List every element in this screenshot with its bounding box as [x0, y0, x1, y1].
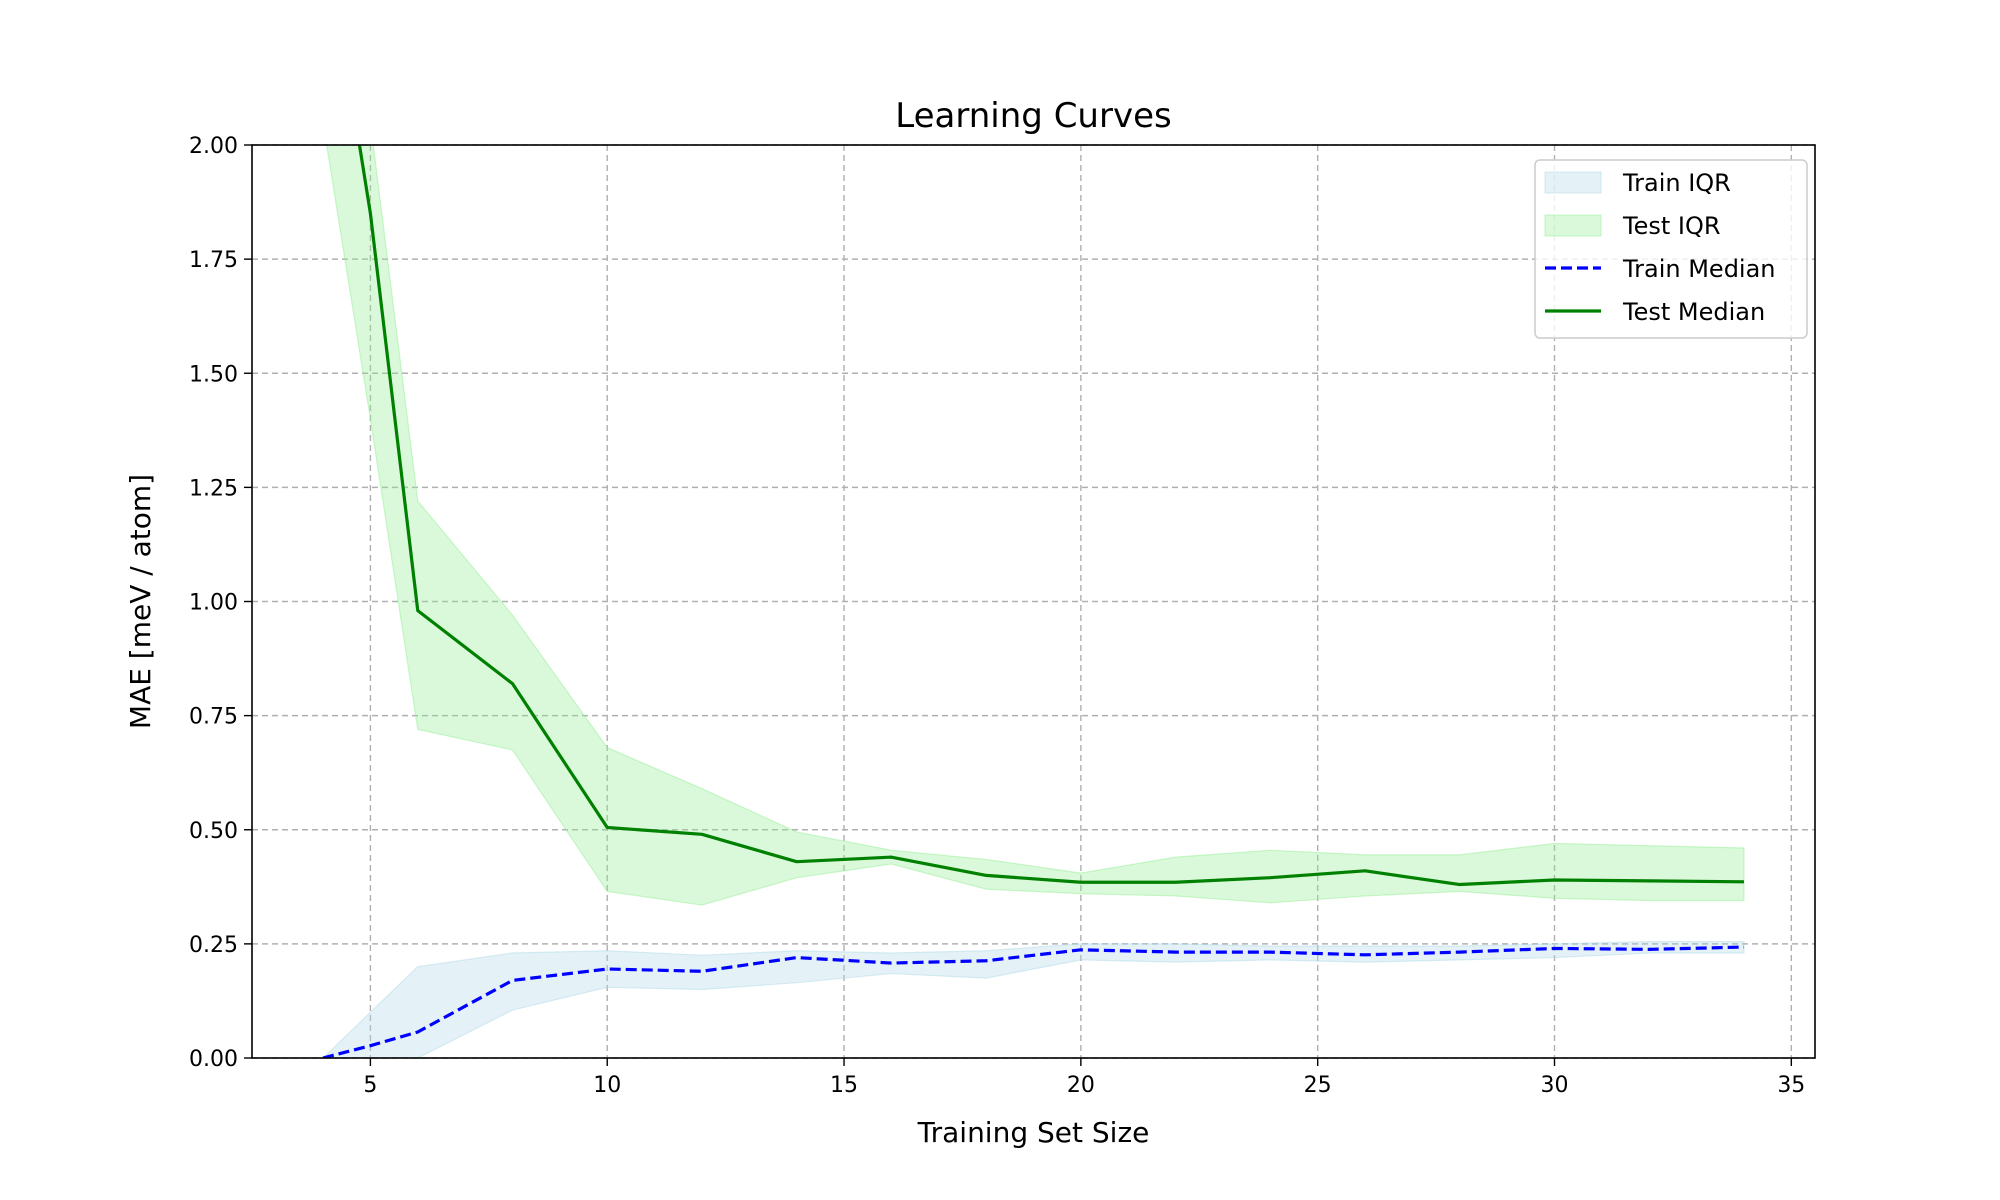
legend-label: Train Median: [1622, 255, 1776, 283]
y-tick-label: 0.00: [189, 1047, 238, 1072]
y-tick-label: 1.00: [189, 591, 238, 616]
x-axis-title: Training Set Size: [917, 1116, 1150, 1149]
x-axis-ticks: 5 10 15 20 25 30 35: [363, 1058, 1805, 1098]
test-median-point: [1458, 883, 1461, 886]
x-tick-label: 5: [363, 1073, 377, 1098]
test-median-point: [1364, 869, 1367, 872]
x-tick-label: 20: [1067, 1073, 1095, 1098]
test-median-point: [1079, 881, 1082, 884]
legend-train-iqr: Train IQR: [1544, 169, 1731, 197]
test-median-point: [700, 833, 703, 836]
train-median-point: [795, 956, 798, 959]
y-axis-title: MAE [meV / atom]: [124, 474, 157, 729]
train-median-point: [985, 959, 988, 962]
train-median-line: [322, 945, 1744, 1058]
train-median-point: [1079, 948, 1082, 951]
test-iqr-band: [326, 145, 1745, 906]
x-tick-label: 25: [1304, 1073, 1332, 1098]
train-median-point: [1364, 953, 1367, 956]
train-median-point: [1174, 951, 1177, 954]
x-tick-label: 35: [1777, 1073, 1805, 1098]
test-median-point: [1269, 876, 1272, 879]
train-median-point: [1648, 948, 1651, 951]
median-lines: [322, 145, 1745, 1058]
test-median-line: [357, 145, 1744, 887]
x-tick-label: 10: [593, 1073, 621, 1098]
train-median-point: [1269, 951, 1272, 954]
train-median-point: [700, 970, 703, 973]
y-axis-ticks: 0.00 0.25 0.50 0.75 1.00 1.25 1.50 1.75 2.00: [189, 134, 252, 1072]
legend: Train IQR Test IQR Train Median Test Median: [1534, 159, 1808, 339]
y-tick-label: 2.00: [189, 134, 238, 159]
test-median-point: [606, 826, 609, 829]
test-median-point: [1553, 878, 1556, 881]
train-median-point: [1742, 946, 1745, 949]
test-median-point: [1742, 880, 1745, 883]
y-tick-label: 1.50: [189, 362, 238, 387]
train-median-point: [1553, 947, 1556, 950]
y-tick-label: 0.50: [189, 819, 238, 844]
train-median-point: [369, 1044, 372, 1047]
y-tick-label: 1.25: [189, 476, 238, 501]
x-tick-label: 30: [1541, 1073, 1569, 1098]
x-tick-label: 15: [830, 1073, 858, 1098]
y-tick-label: 0.25: [189, 933, 238, 958]
train-median-point: [416, 1030, 419, 1033]
train-median-point: [511, 979, 514, 982]
train-median-point: [890, 962, 893, 965]
chart-title: Learning Curves: [895, 96, 1171, 136]
test-median-point: [511, 682, 514, 685]
test-median-point: [795, 860, 798, 863]
legend-label: Train IQR: [1622, 169, 1731, 197]
test-median-point: [416, 609, 419, 612]
train-median-point: [1458, 951, 1461, 954]
y-tick-label: 1.75: [189, 248, 238, 273]
legend-swatch: [1544, 171, 1602, 194]
legend-train-median: Train Median: [1545, 255, 1776, 283]
test-median-point: [985, 874, 988, 877]
y-tick-label: 0.75: [189, 705, 238, 730]
legend-label: Test IQR: [1622, 212, 1721, 240]
legend-label: Test Median: [1622, 298, 1765, 326]
legend-test-median: Test Median: [1545, 298, 1765, 326]
test-median-point: [369, 212, 372, 215]
legend-swatch: [1544, 214, 1602, 237]
train-median-point: [606, 967, 609, 970]
legend-test-iqr: Test IQR: [1544, 212, 1721, 240]
legend-box: [1534, 159, 1808, 339]
test-median-point: [1174, 881, 1177, 884]
test-median-point: [1648, 879, 1651, 882]
test-median-point: [890, 856, 893, 859]
